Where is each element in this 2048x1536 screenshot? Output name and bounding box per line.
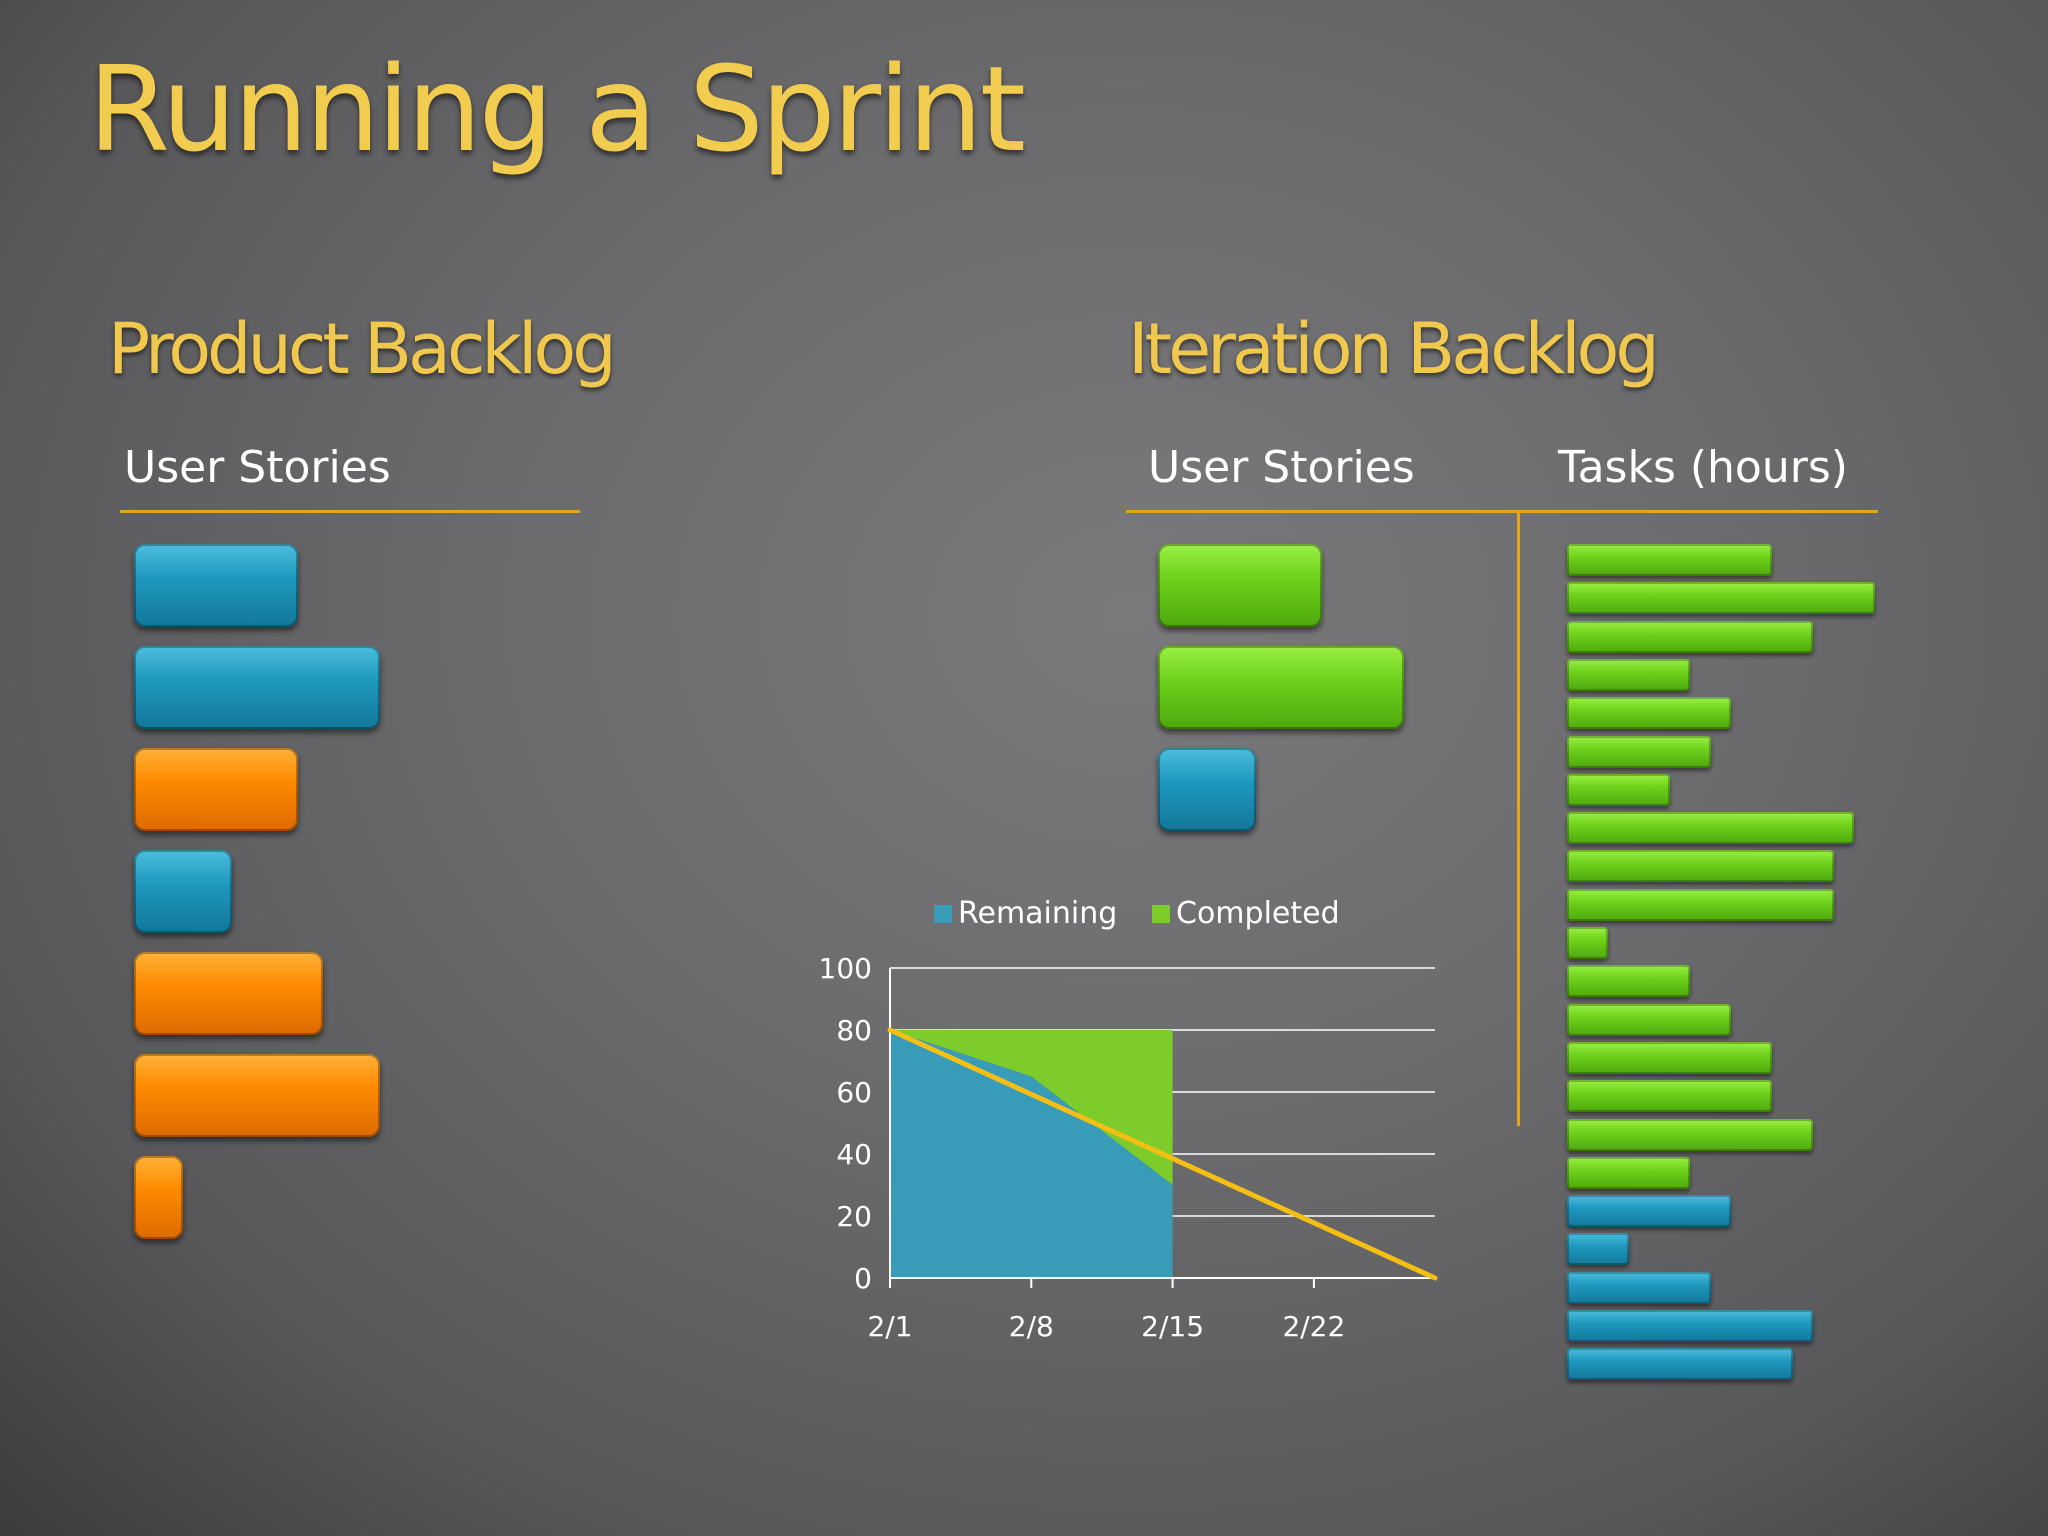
task-bar-blue: [1567, 1272, 1711, 1304]
iteration-backlog-divider: [1517, 512, 1520, 1126]
task-bar-blue: [1567, 1195, 1731, 1227]
product-story-bar-orange: [134, 748, 298, 831]
legend-label-remaining: Remaining: [958, 896, 1117, 931]
task-bar-green: [1567, 659, 1690, 691]
ideal-burndown-line: [887, 1027, 1438, 1281]
product-backlog-heading: Product Backlog: [108, 308, 617, 390]
task-bar-green: [1567, 1080, 1772, 1112]
task-bar-green: [1567, 889, 1834, 921]
task-bar-blue: [1567, 1310, 1813, 1342]
task-bar-green: [1567, 544, 1772, 576]
task-bar-green: [1567, 965, 1690, 997]
product-story-bar-blue: [134, 544, 298, 627]
product-backlog-rule: [120, 510, 580, 513]
product-backlog-column-label: User Stories: [124, 442, 391, 493]
task-bar-green: [1567, 1157, 1690, 1189]
chart-areas: [890, 1030, 1173, 1278]
iteration-story-bar-green: [1158, 646, 1404, 729]
product-story-bar-orange: [134, 1054, 380, 1137]
iteration-tasks-column-label: Tasks (hours): [1558, 442, 1848, 493]
task-bar-green: [1567, 621, 1813, 653]
chart-axes: 2/1 2/8 2/15 2/22: [867, 968, 1435, 1343]
task-bar-green: [1567, 927, 1608, 959]
task-bar-green: [1567, 1119, 1813, 1151]
task-bar-green: [1567, 812, 1854, 844]
iteration-stories-column-label: User Stories: [1148, 442, 1415, 493]
y-tick-label: 60: [836, 1076, 872, 1109]
task-bar-green: [1567, 736, 1711, 768]
product-story-bar-orange: [134, 952, 323, 1035]
task-bar-green: [1567, 850, 1834, 882]
legend-swatch-completed: [1152, 905, 1170, 923]
task-bar-green: [1567, 697, 1731, 729]
slide-title: Running a Sprint: [88, 40, 1026, 178]
product-backlog-story-list: [134, 544, 434, 1254]
iteration-backlog-heading: Iteration Backlog: [1128, 308, 1660, 390]
task-bar-green: [1567, 774, 1670, 806]
iteration-story-list: [1158, 544, 1458, 844]
y-tick-label: 80: [836, 1014, 872, 1047]
y-tick-label: 40: [836, 1138, 872, 1171]
x-tick-label: 2/1: [867, 1310, 912, 1343]
y-tick-label: 0: [854, 1262, 872, 1295]
task-bar-green: [1567, 1042, 1772, 1074]
task-bar-blue: [1567, 1348, 1793, 1380]
x-tick-label: 2/22: [1282, 1310, 1345, 1343]
product-story-bar-blue: [134, 850, 232, 933]
x-tick-label: 2/15: [1141, 1310, 1204, 1343]
x-tick-label: 2/8: [1009, 1310, 1054, 1343]
chart-ideal-line: [887, 1027, 1438, 1281]
product-story-bar-orange: [134, 1156, 183, 1239]
iteration-story-bar-green: [1158, 544, 1322, 627]
task-bar-green: [1567, 582, 1875, 614]
task-bar-blue: [1567, 1233, 1629, 1265]
y-tick-label: 20: [836, 1200, 872, 1233]
iteration-task-list: [1567, 544, 1887, 1416]
chart-legend: Remaining Completed: [934, 896, 1340, 931]
completed-area: [890, 1030, 1173, 1185]
task-bar-green: [1567, 1004, 1731, 1036]
y-tick-label: 100: [819, 952, 872, 985]
remaining-area: [890, 1030, 1173, 1278]
iteration-backlog-rule: [1126, 510, 1878, 513]
product-story-bar-blue: [134, 646, 380, 729]
iteration-story-bar-blue: [1158, 748, 1256, 831]
legend-label-completed: Completed: [1176, 896, 1340, 931]
legend-swatch-remaining: [934, 905, 952, 923]
